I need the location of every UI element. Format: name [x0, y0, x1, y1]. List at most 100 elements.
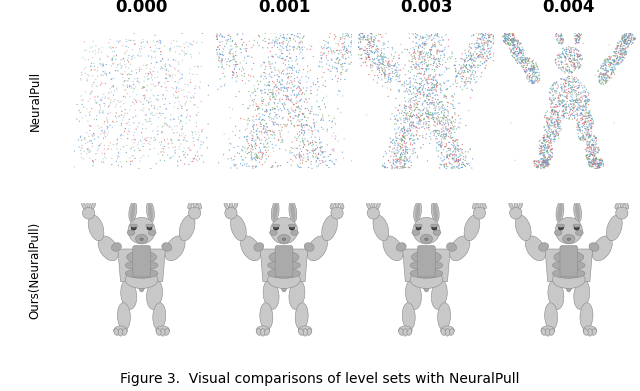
Point [421, 120, 431, 127]
Point [112, 38, 122, 44]
Point [119, 58, 129, 65]
Point [403, 128, 413, 134]
Point [163, 136, 173, 142]
Point [552, 79, 562, 85]
Point [522, 76, 532, 82]
Point [554, 56, 564, 62]
Point [422, 108, 432, 115]
Point [438, 122, 448, 128]
Point [603, 59, 613, 65]
Point [213, 57, 223, 63]
Point [598, 60, 609, 66]
Point [398, 133, 408, 140]
Point [445, 139, 455, 145]
Point [246, 153, 257, 159]
Point [294, 151, 304, 157]
Point [156, 149, 166, 155]
Point [280, 85, 291, 91]
Point [575, 136, 585, 142]
Point [582, 129, 593, 135]
Point [442, 126, 452, 132]
Point [582, 113, 592, 120]
Point [106, 45, 116, 51]
Point [150, 112, 160, 118]
Point [232, 32, 242, 38]
Point [448, 126, 458, 133]
Point [145, 115, 155, 122]
Point [244, 88, 254, 95]
Point [397, 163, 408, 170]
Point [267, 69, 277, 75]
Point [99, 91, 109, 97]
Ellipse shape [121, 280, 137, 309]
Point [474, 54, 484, 61]
Point [399, 88, 409, 94]
Point [424, 97, 434, 103]
Point [179, 137, 189, 143]
Point [417, 102, 428, 108]
Point [146, 81, 156, 87]
Point [554, 39, 564, 45]
Point [314, 128, 324, 135]
Point [547, 153, 557, 160]
Point [440, 59, 451, 66]
Point [479, 39, 490, 46]
Point [607, 69, 618, 75]
Point [434, 34, 444, 40]
Point [553, 121, 563, 127]
Point [391, 77, 401, 83]
Point [168, 116, 179, 122]
Point [287, 107, 297, 113]
Point [609, 69, 619, 75]
Point [250, 164, 260, 170]
Point [228, 128, 238, 135]
Point [308, 120, 319, 126]
Point [594, 160, 604, 167]
Point [300, 114, 310, 120]
Point [433, 113, 443, 119]
Point [560, 55, 570, 61]
Point [409, 50, 419, 56]
Point [415, 88, 425, 95]
Point [158, 91, 168, 98]
Point [180, 100, 190, 106]
Point [291, 95, 301, 101]
Point [616, 47, 626, 54]
Point [232, 61, 243, 68]
Point [259, 70, 269, 76]
Point [484, 51, 495, 57]
Point [284, 110, 294, 117]
Point [276, 134, 286, 140]
Point [338, 64, 348, 70]
Point [175, 44, 186, 50]
Point [583, 124, 593, 130]
Point [231, 63, 241, 69]
Point [587, 156, 597, 162]
Point [87, 132, 97, 138]
Point [555, 128, 565, 134]
Point [129, 132, 139, 138]
Point [373, 57, 383, 63]
Point [388, 74, 398, 80]
Point [520, 68, 530, 74]
Point [445, 146, 456, 152]
Point [538, 158, 548, 164]
Point [618, 38, 628, 44]
Point [268, 128, 278, 135]
Point [276, 139, 286, 145]
Point [611, 61, 621, 68]
Point [411, 85, 421, 91]
Point [435, 143, 445, 150]
Point [509, 50, 520, 57]
Point [612, 55, 622, 61]
Point [333, 41, 343, 47]
Point [435, 142, 445, 148]
Point [296, 122, 307, 129]
Point [477, 32, 488, 39]
Ellipse shape [147, 226, 152, 230]
Point [227, 46, 237, 52]
Point [557, 99, 567, 106]
Point [565, 45, 575, 51]
Point [556, 51, 566, 57]
Point [419, 92, 429, 98]
